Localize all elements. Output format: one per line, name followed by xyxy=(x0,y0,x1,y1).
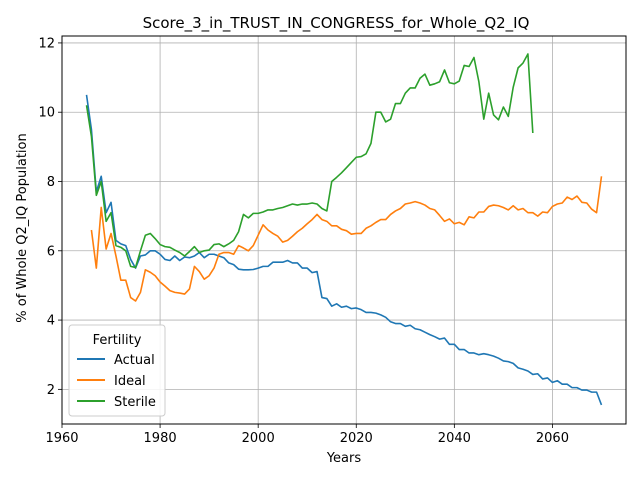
axis-ticks: 1960 1980 2000 2020 2040 2060 2 4 6 8 10 12 xyxy=(38,36,569,446)
legend-box xyxy=(68,324,166,417)
y-tick-label: 10 xyxy=(38,106,55,121)
legend: Fertility Actual Ideal Sterile xyxy=(68,324,166,417)
legend-label-actual: Actual xyxy=(114,353,155,368)
x-tick-label: 2060 xyxy=(536,431,569,446)
series-line-sterile xyxy=(85,53,534,269)
x-tick-label: 1980 xyxy=(144,431,177,446)
y-tick-label: 8 xyxy=(47,175,55,190)
x-tick-label: 2000 xyxy=(242,431,275,446)
x-tick-label: 2040 xyxy=(438,431,471,446)
legend-title: Fertility xyxy=(93,333,142,348)
x-axis-label: Years xyxy=(326,451,362,466)
x-tick-label: 2020 xyxy=(340,431,373,446)
series-lines xyxy=(85,53,603,406)
series-line-ideal xyxy=(90,176,603,302)
y-tick-label: 2 xyxy=(47,383,55,398)
y-tick-label: 12 xyxy=(38,36,55,51)
legend-label-sterile: Sterile xyxy=(114,395,156,410)
plot-frame xyxy=(61,35,627,425)
y-tick-label: 6 xyxy=(47,244,55,259)
x-tick-label: 1960 xyxy=(45,431,78,446)
series-line-actual xyxy=(85,94,603,406)
y-tick-label: 4 xyxy=(47,314,55,329)
legend-label-ideal: Ideal xyxy=(114,374,146,389)
y-axis-label: % of Whole Q2_IQ Population xyxy=(15,133,30,322)
chart-title: Score_3_in_TRUST_IN_CONGRESS_for_Whole_Q… xyxy=(143,14,530,33)
